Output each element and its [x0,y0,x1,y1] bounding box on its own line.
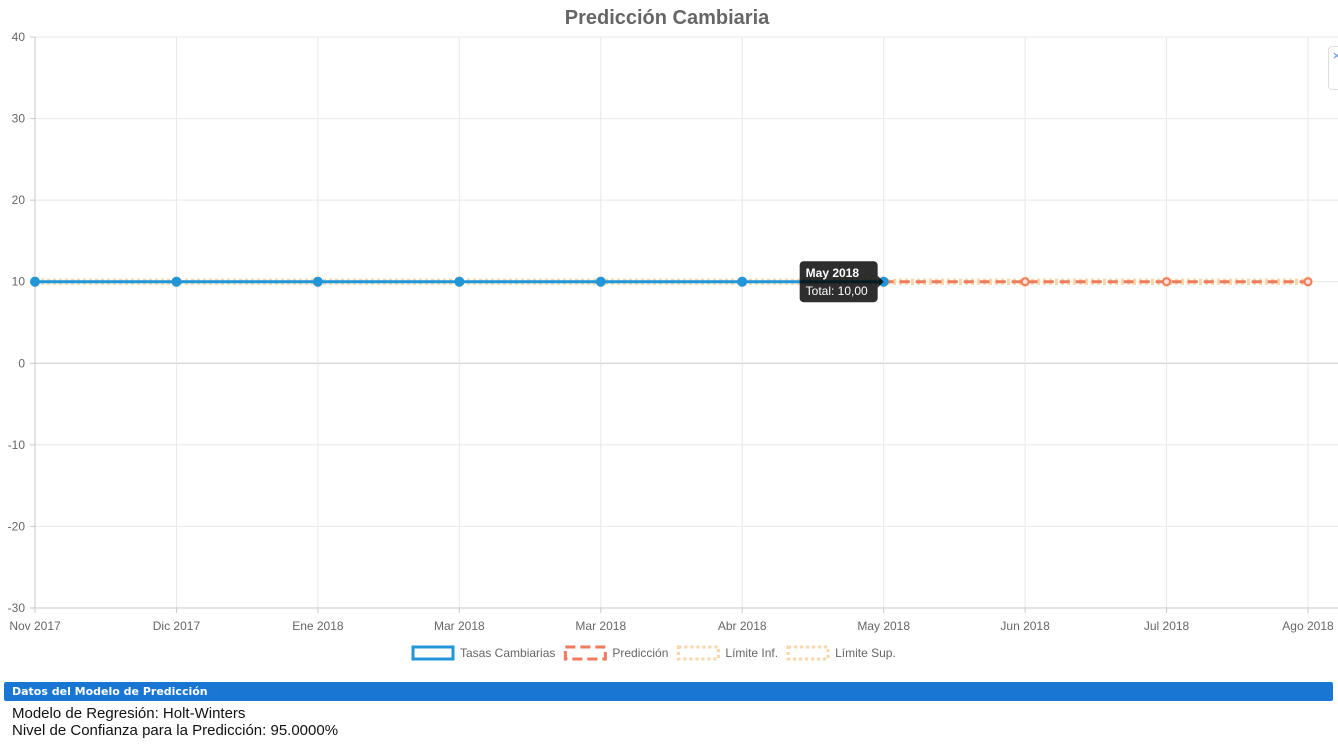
rate-point[interactable] [312,276,323,287]
prediction-point[interactable] [1162,277,1172,287]
tooltip-title: May 2018 [806,266,860,280]
x-tick-label: May 2018 [857,619,910,633]
y-tick-label: 20 [12,193,26,207]
legend[interactable]: Tasas Cambiarias Predicción Límite Inf. Lím… [411,645,896,661]
rate-point[interactable] [595,276,606,287]
prediction-point[interactable] [1020,277,1030,287]
rate-point[interactable] [454,276,465,287]
tooltip-caret [877,275,884,288]
x-tick-label: Abr 2018 [718,619,767,633]
x-tick-label: Mar 2018 [434,619,485,633]
legend-swatch[interactable] [563,645,607,661]
x-tick-label: Ago 2018 [1282,619,1334,633]
rate-point[interactable] [171,276,182,287]
close-tab[interactable]: × [1328,46,1338,90]
y-tick-label: 40 [12,30,26,44]
model-data-panel: Datos del Modelo de Predicción Modelo de… [4,682,1333,739]
y-tick-label: 0 [18,356,25,370]
legend-label[interactable]: Límite Inf. [725,646,778,660]
prediction-point[interactable] [1303,277,1313,287]
y-axis-ticks: 40 30 20 10 0 -10 -20 -30 [8,30,35,615]
legend-swatch[interactable] [786,645,830,661]
tooltip: May 2018 Total: 10,00 [799,261,884,303]
prediction-chart: Predicción Cambiaria 403020100-10-20-30 … [8,7,1338,661]
x-tick-label: Jun 2018 [1000,619,1050,633]
chart-title: Predicción Cambiaria [565,7,770,29]
x-tick-label: Nov 2017 [9,619,61,633]
x-axis-ticks: Nov 2017 Dic 2017 Ene 2018 Mar 2018 Mar 2018… [9,608,1334,633]
legend-swatch[interactable] [411,645,455,661]
x-tick-label: Ene 2018 [292,619,344,633]
regression-model-line: Modelo de Regresión: Holt-Winters [12,705,246,722]
x-tick-label: Mar 2018 [575,619,626,633]
panel-header: Datos del Modelo de Predicción [4,682,1333,701]
confidence-level-line: Nivel de Confianza para la Predicción: 9… [12,722,339,739]
y-tick-label: 10 [12,275,26,289]
legend-label[interactable]: Límite Sup. [835,646,896,660]
panel-body: Modelo de Regresión: Holt-Winters Nivel … [4,701,1333,739]
grid [34,36,1338,609]
y-tick-label: -30 [8,601,26,615]
x-tick-label: Dic 2017 [153,619,201,633]
y-tick-label: -10 [8,438,26,452]
points-layer [30,276,1313,288]
rate-point[interactable] [737,276,748,287]
y-tick-label: -20 [8,519,26,533]
legend-label[interactable]: Tasas Cambiarias [460,646,555,660]
tooltip-box [799,261,878,303]
rate-point[interactable] [30,276,40,287]
legend-swatch[interactable] [676,645,720,661]
close-icon[interactable]: × [1332,49,1338,62]
tooltip-body: Total: 10,00 [806,284,868,298]
legend-label[interactable]: Predicción [612,646,668,660]
y-tick-label: 30 [12,112,26,126]
series-layer [35,278,1308,285]
x-tick-label: Jul 2018 [1144,619,1190,633]
